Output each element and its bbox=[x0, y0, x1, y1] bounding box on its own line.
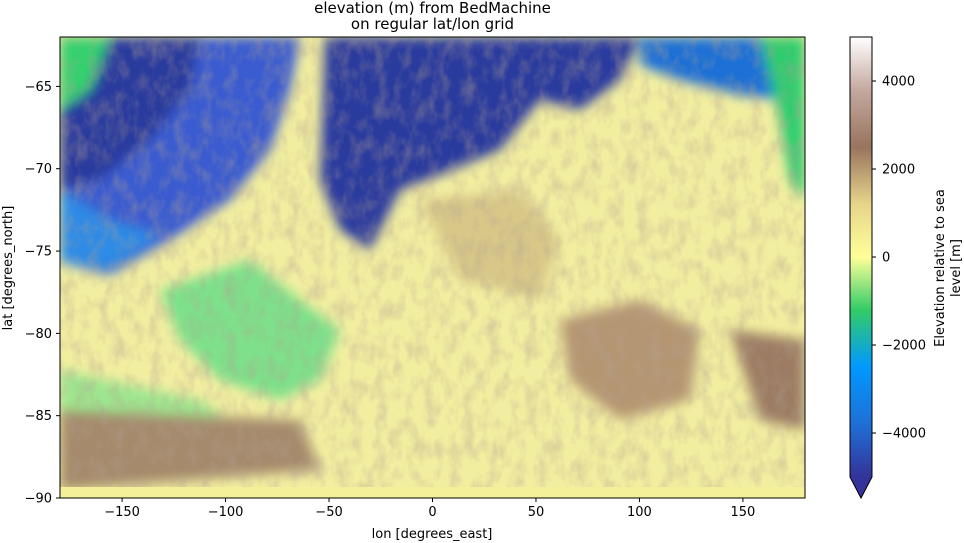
x-tick-label: 0 bbox=[428, 505, 436, 520]
colorbar-label-line2: level [m] bbox=[949, 239, 964, 297]
x-axis-label: lon [degrees_east] bbox=[372, 527, 493, 542]
y-axis-label: lat [degrees_north] bbox=[1, 206, 16, 331]
x-tick-label: −150 bbox=[104, 505, 140, 520]
colorbar-tick-label: −4000 bbox=[882, 427, 926, 442]
y-tick-label: −70 bbox=[25, 162, 52, 177]
y-axis: −65 −70 −75 −80 −85 −90 bbox=[25, 80, 60, 507]
y-tick-label: −75 bbox=[25, 245, 52, 260]
colorbar-label-line1: Elevation relative to sea bbox=[933, 189, 948, 347]
colorbar-gradient bbox=[850, 37, 872, 477]
y-tick-label: −85 bbox=[25, 409, 52, 424]
colorbar-tick-label: 0 bbox=[882, 251, 890, 266]
chart-title-line1: elevation (m) from BedMachine bbox=[314, 0, 551, 17]
x-tick-label: 50 bbox=[528, 505, 545, 520]
y-tick-label: −90 bbox=[25, 492, 52, 507]
colorbar-tick-label: 2000 bbox=[882, 163, 915, 178]
x-tick-label: −100 bbox=[208, 505, 244, 520]
y-tick-label: −65 bbox=[25, 80, 52, 95]
x-tick-label: −50 bbox=[315, 505, 342, 520]
colorbar-tick-label: 4000 bbox=[882, 75, 915, 90]
y-tick-label: −80 bbox=[25, 327, 52, 342]
chart-title-line2: on regular lat/lon grid bbox=[350, 15, 515, 33]
colorbar: 4000 2000 0 −2000 −4000 Elevation relative t… bbox=[849, 36, 964, 500]
x-tick-label: 150 bbox=[731, 505, 756, 520]
colorbar-tick-label: −2000 bbox=[882, 339, 926, 354]
colorbar-extend-min bbox=[850, 477, 872, 498]
chart-title: elevation (m) from BedMachine on regular… bbox=[60, 0, 805, 32]
x-axis: −150 −100 −50 0 50 100 150 bbox=[104, 498, 755, 520]
heatmap-image bbox=[60, 37, 805, 498]
x-tick-label: 100 bbox=[627, 505, 652, 520]
